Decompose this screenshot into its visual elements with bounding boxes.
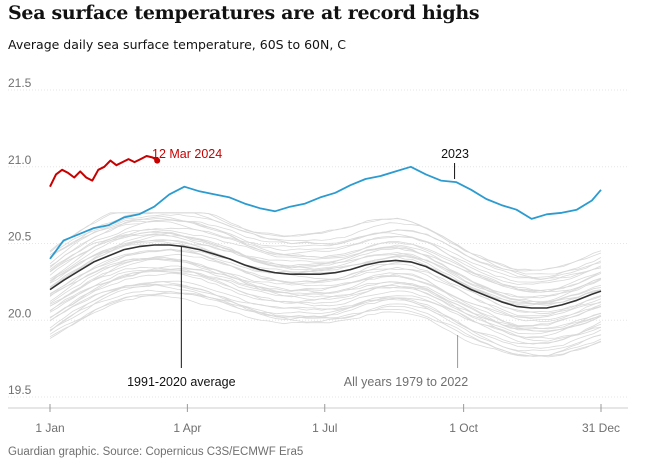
annotation-average: 1991-2020 average bbox=[127, 375, 235, 389]
y-tick-label: 21.0 bbox=[8, 153, 32, 167]
background-year-line bbox=[49, 213, 602, 281]
background-year-line bbox=[49, 248, 602, 315]
y-tick-label: 21.5 bbox=[8, 76, 32, 90]
background-year-line bbox=[49, 272, 602, 345]
background-year-line bbox=[49, 219, 602, 283]
x-tick-label: 1 Apr bbox=[173, 421, 201, 435]
y-tick-label: 19.5 bbox=[8, 383, 32, 397]
background-year-line bbox=[49, 218, 602, 285]
background-year-line bbox=[49, 235, 602, 304]
background-year-line bbox=[49, 292, 602, 358]
background-year-line bbox=[49, 248, 602, 317]
x-tick-label: 31 Dec bbox=[582, 421, 620, 435]
background-year-line bbox=[49, 280, 602, 342]
background-year-line bbox=[49, 295, 602, 357]
background-year-line bbox=[49, 269, 602, 335]
background-year-line bbox=[49, 230, 602, 298]
series-2024-endpoint bbox=[154, 157, 161, 164]
source-footer: Guardian graphic. Source: Copernicus C3S… bbox=[8, 446, 304, 458]
background-year-line bbox=[49, 233, 602, 292]
x-tick-label: 1 Jul bbox=[312, 421, 337, 435]
background-year-line bbox=[49, 281, 602, 349]
background-year-line bbox=[49, 258, 602, 327]
y-tick-label: 20.5 bbox=[8, 230, 32, 244]
x-tick-label: 1 Jan bbox=[35, 421, 64, 435]
series-line-2023 bbox=[49, 165, 602, 260]
all-years-lines bbox=[49, 212, 602, 358]
chart-subtitle: Average daily sea surface temperature, 6… bbox=[8, 37, 347, 52]
annotation-2023: 2023 bbox=[441, 147, 469, 161]
annotation-2024: 12 Mar 2024 bbox=[152, 147, 222, 161]
background-year-line bbox=[49, 220, 602, 280]
background-year-line bbox=[49, 284, 602, 345]
background-year-line bbox=[49, 243, 602, 306]
background-year-line bbox=[49, 269, 602, 330]
series-line-2024 bbox=[49, 155, 158, 188]
background-year-line bbox=[49, 265, 602, 332]
annotation-all-years: All years 1979 to 2022 bbox=[344, 375, 468, 389]
series-line-1991-2020-average bbox=[49, 244, 602, 309]
y-tick-label: 20.0 bbox=[8, 306, 32, 320]
x-tick-label: 1 Oct bbox=[449, 421, 478, 435]
chart-title: Sea surface temperatures are at record h… bbox=[8, 2, 480, 24]
background-year-line bbox=[49, 232, 602, 302]
background-year-line bbox=[49, 227, 602, 293]
background-year-line bbox=[49, 253, 602, 321]
background-year-line bbox=[49, 291, 602, 357]
